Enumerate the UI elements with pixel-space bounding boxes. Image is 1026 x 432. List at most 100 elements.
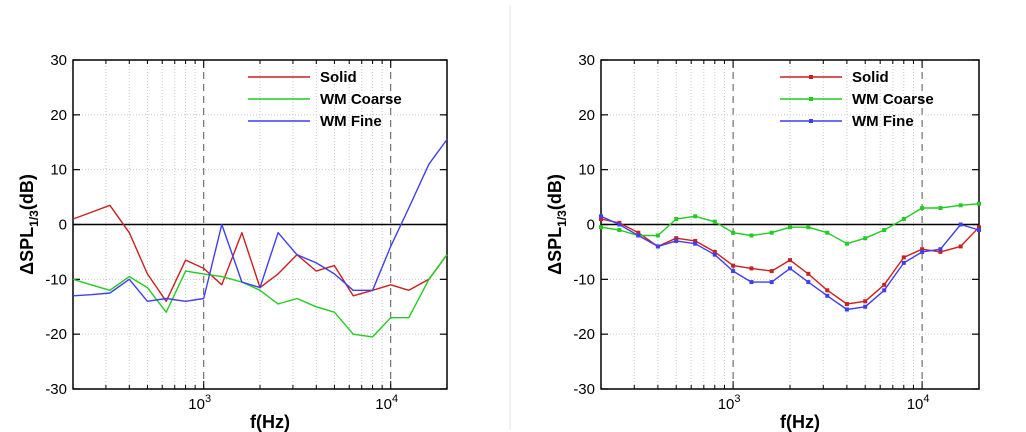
legend-label: WM Fine [320,113,382,130]
x-axis-label: f(Hz) [780,412,820,432]
data-point [731,231,735,235]
legend-label: WM Coarse [320,91,402,108]
y-axis-label-main: ΔSPL [17,227,37,275]
data-point [806,225,810,229]
y-tick-label: -20 [573,326,595,343]
y-tick-label: -10 [45,271,67,288]
data-point [599,214,603,218]
x-tick-exp: 3 [205,393,211,405]
x-tick-label: 104 [375,393,398,413]
x-tick-exp: 3 [734,393,740,405]
y-tick-label: 20 [50,107,67,124]
y-tick-label: -10 [573,271,595,288]
x-tick-base: 10 [907,396,924,413]
legend-marker [809,75,813,79]
x-axis-label: f(Hz) [250,412,290,432]
y-tick-label: 30 [578,52,595,69]
data-point [825,294,829,298]
y-tick-label: 10 [50,162,67,179]
y-tick-label: 0 [59,217,67,234]
x-tick-base: 10 [375,396,392,413]
y-tick-label: 10 [578,162,595,179]
legend-label: WM Coarse [852,91,934,108]
data-point [770,231,774,235]
data-point [636,233,640,237]
data-point [845,302,849,306]
data-point [882,283,886,287]
data-point [749,266,753,270]
y-axis-label-main: ΔSPL [545,227,565,275]
data-point [656,233,660,237]
legend-label: Solid [852,69,889,86]
data-point [674,217,678,221]
data-point [656,244,660,248]
data-point [713,253,717,257]
y-tick-label: 0 [587,217,595,234]
data-point [902,255,906,259]
y-axis-label-sub: 1/3 [555,210,569,227]
data-point [770,280,774,284]
data-point [938,247,942,251]
data-point [845,242,849,246]
data-point [882,228,886,232]
data-point [806,280,810,284]
data-point [959,223,963,227]
data-point [920,250,924,254]
y-axis-label-unit: (dB) [545,174,565,210]
data-point [788,258,792,262]
x-tick-label: 104 [907,393,930,413]
y-axis-label-unit: (dB) [17,174,37,210]
x-tick-exp: 4 [392,393,398,405]
data-point [845,307,849,311]
data-point [788,225,792,229]
data-point [902,261,906,265]
x-tick-label: 103 [718,393,741,413]
data-point [749,280,753,284]
data-point [770,269,774,273]
data-point [617,228,621,232]
data-point [863,236,867,240]
data-point [806,272,810,276]
data-point [693,214,697,218]
data-point [693,242,697,246]
y-tick-label: -20 [45,326,67,343]
data-point [674,239,678,243]
y-axis-label: ΔSPL1/3(dB) [17,174,41,275]
data-point [902,217,906,221]
data-point [749,233,753,237]
y-axis-label-sub: 1/3 [27,210,41,227]
y-axis-label: ΔSPL1/3(dB) [545,174,569,275]
data-point [825,288,829,292]
data-point [938,206,942,210]
x-tick-base: 10 [188,396,205,413]
y-tick-label: 30 [50,52,67,69]
data-point [920,206,924,210]
legend-marker [809,119,813,123]
data-point [959,203,963,207]
data-point [713,220,717,224]
x-tick-label: 103 [188,393,211,413]
data-point [825,231,829,235]
data-point [977,202,981,206]
data-point [788,266,792,270]
y-tick-label: 20 [578,107,595,124]
data-point [599,225,603,229]
legend-label: WM Fine [852,113,914,130]
legend-marker [809,97,813,101]
y-tick-label: -30 [45,381,67,398]
data-point [882,288,886,292]
legend-label: Solid [320,69,357,86]
x-tick-base: 10 [718,396,735,413]
data-point [977,228,981,232]
data-point [863,305,867,309]
x-tick-exp: 4 [923,393,929,405]
y-tick-label: -30 [573,381,595,398]
data-point [731,269,735,273]
data-point [959,244,963,248]
data-point [731,264,735,268]
data-point [617,223,621,227]
data-point [863,299,867,303]
